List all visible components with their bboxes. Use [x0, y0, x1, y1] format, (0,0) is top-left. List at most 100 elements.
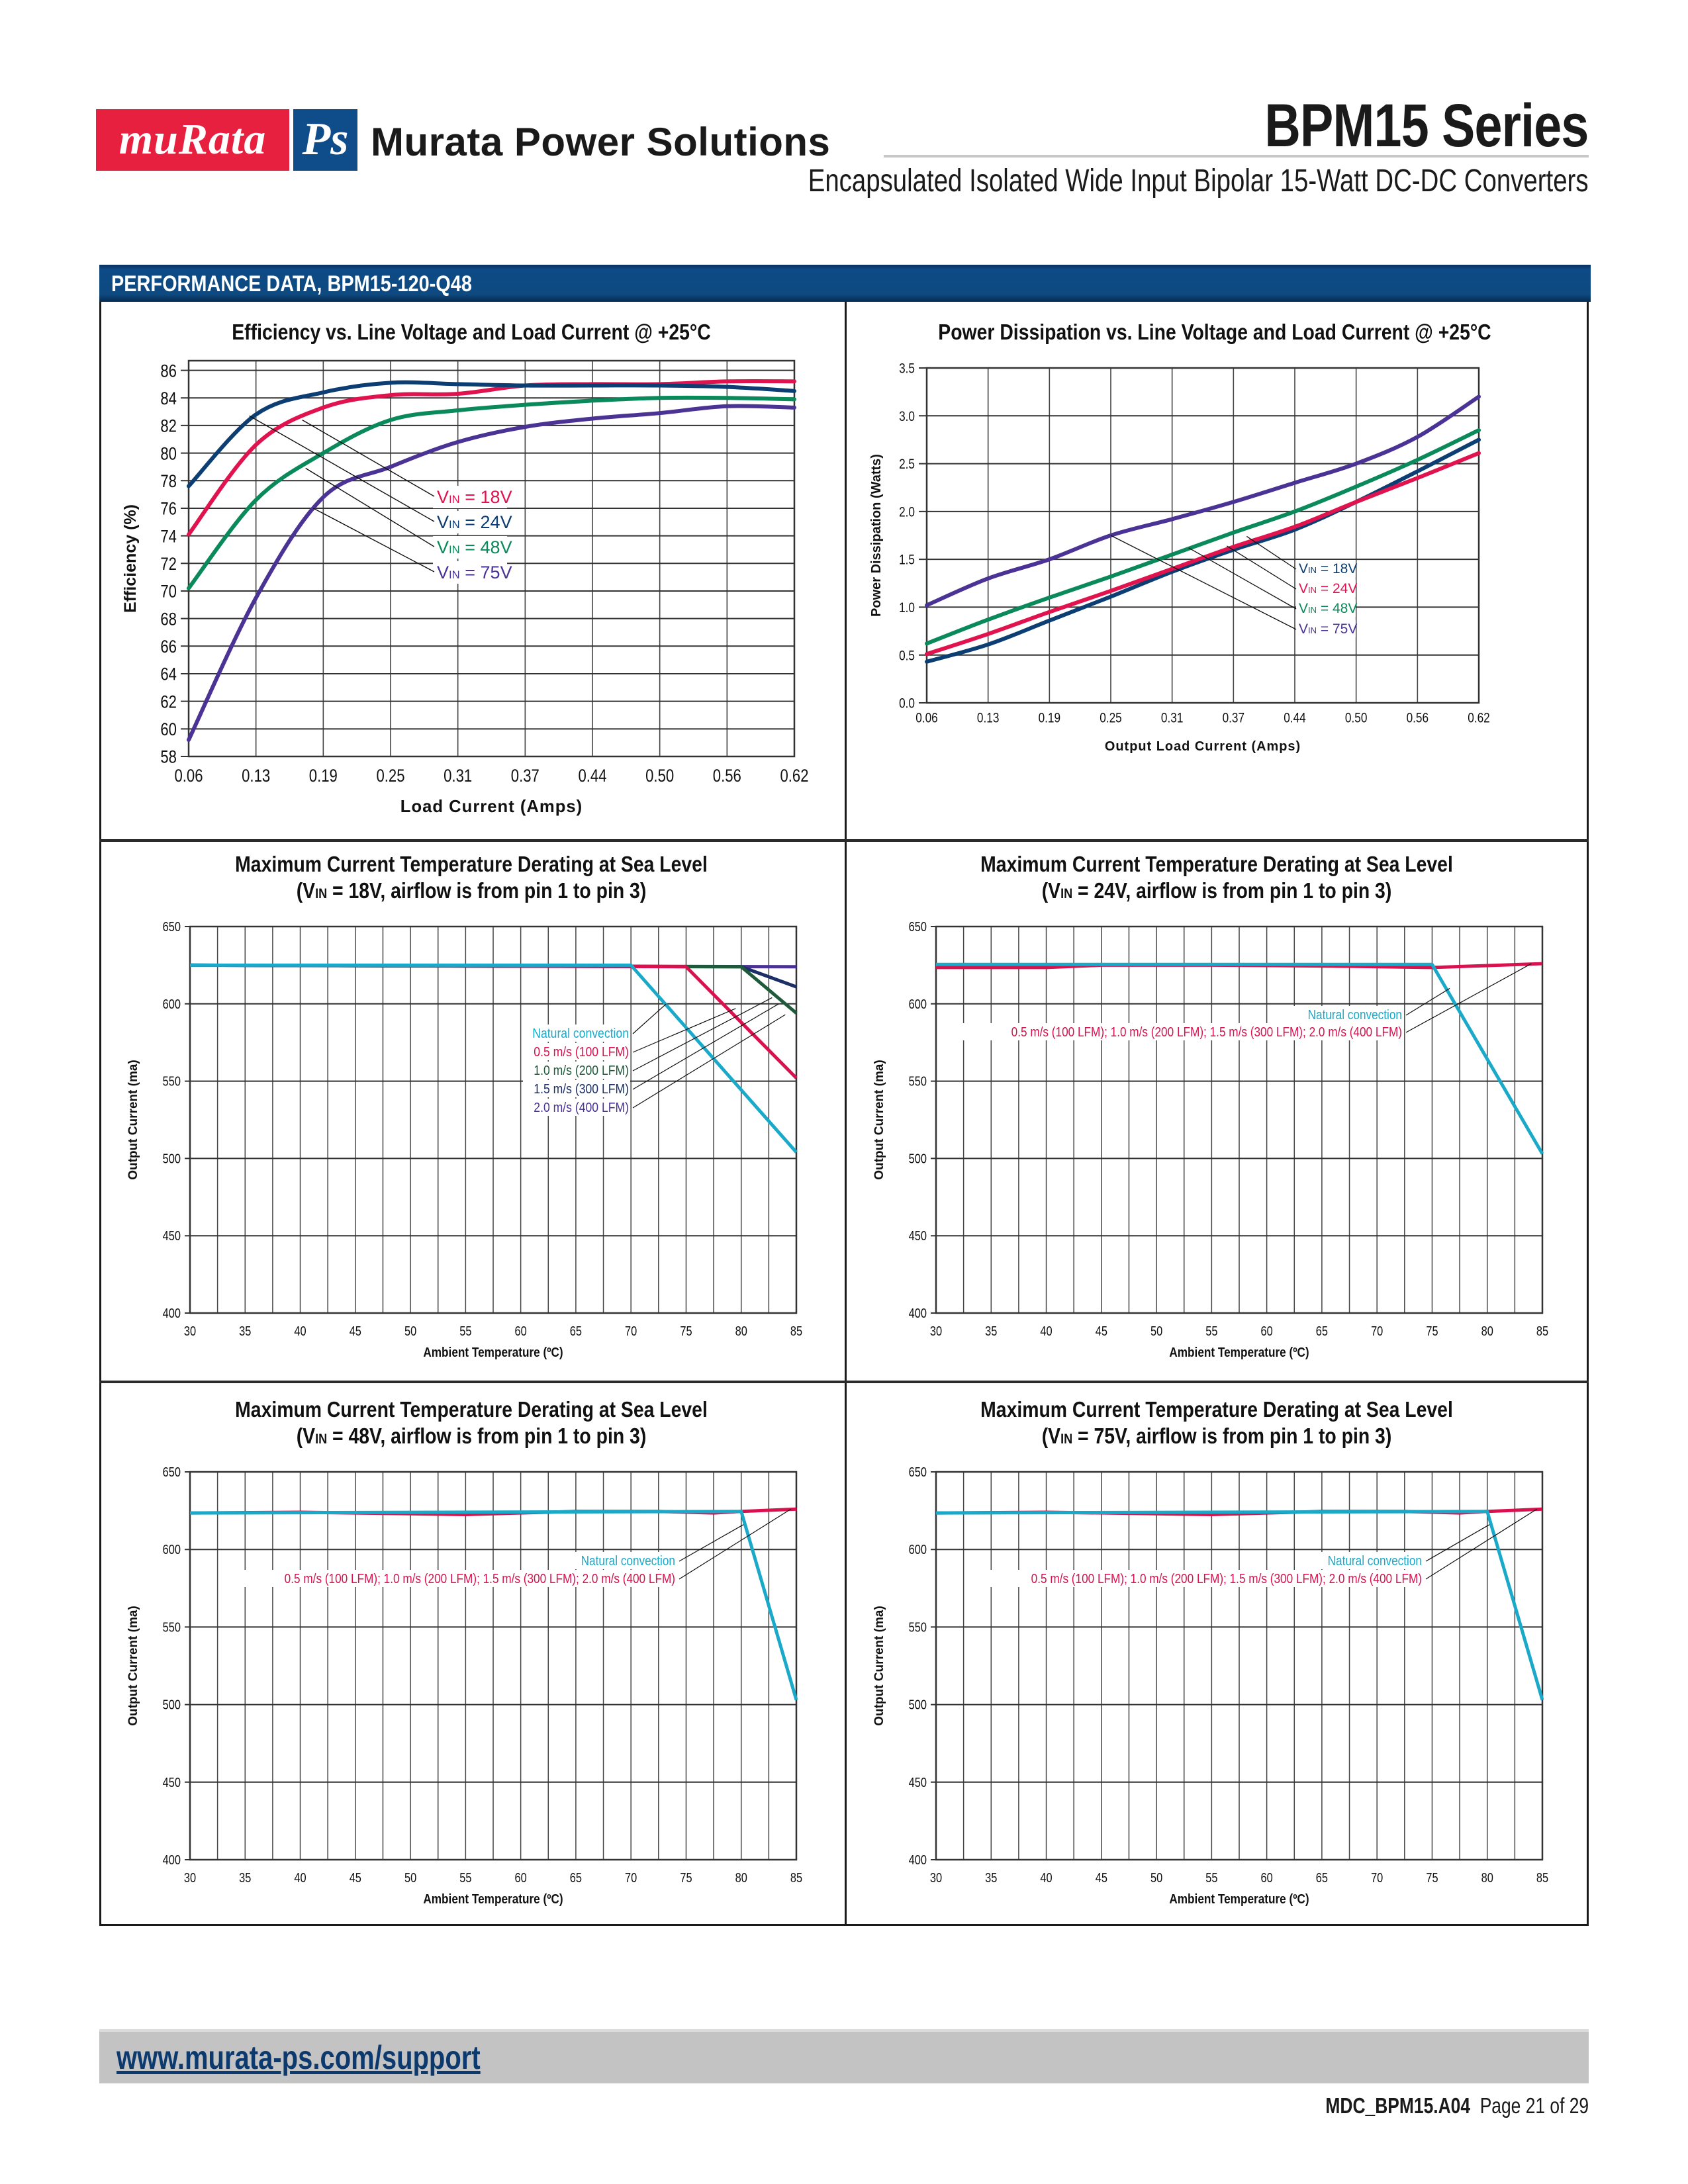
chart-derating-24v: Maximum Current Temperature Derating at … [872, 852, 1548, 1359]
chart-subtitle: (VIN = 24V, airflow is from pin 1 to pin… [1042, 878, 1392, 903]
x-tick-label: 50 [1150, 1323, 1162, 1338]
y-axis-label: Output Current (ma) [872, 1606, 886, 1726]
vin-label-sub: IN [1308, 565, 1317, 575]
x-tick-label: 85 [790, 1870, 802, 1885]
support-link[interactable]: www.murata-ps.com/support [117, 2039, 481, 2076]
x-tick-label: 0.44 [578, 766, 606, 786]
legend-leader-line [679, 1524, 744, 1562]
x-tick-label: 0.56 [713, 766, 741, 786]
vin-label-value: = 75V [460, 563, 512, 582]
x-tick-label: 0.44 [1284, 711, 1306, 726]
legend-label: 0.5 m/s (100 LFM); 1.0 m/s (200 LFM); 1.… [285, 1571, 675, 1586]
y-tick-label: 80 [160, 444, 177, 464]
x-tick-label: 70 [625, 1323, 637, 1338]
y-tick-label: 0.0 [899, 696, 915, 711]
x-tick-label: 55 [459, 1870, 471, 1885]
x-tick-label: 75 [680, 1870, 692, 1885]
legend-label-bg [523, 1080, 630, 1097]
x-tick-label: 40 [294, 1323, 306, 1338]
x-axis-label: Ambient Temperature (ºC) [423, 1345, 563, 1360]
legend-label-vin: VIN = 48V [1299, 601, 1357, 616]
page-number: Page 21 of 29 [1479, 2093, 1589, 2118]
vin-label-value: = 18V [460, 487, 512, 507]
x-tick-label: 0.13 [242, 766, 270, 786]
x-axis-label: Load Current (Amps) [400, 797, 583, 816]
y-tick-label: 1.0 [899, 600, 915, 615]
legend-label-bg [433, 536, 507, 559]
x-tick-label: 50 [404, 1870, 416, 1885]
vin-label-sub: IN [1308, 585, 1317, 595]
legend-label-bg [433, 561, 507, 584]
x-tick-label: 35 [985, 1870, 997, 1885]
legend-leader-line [632, 997, 773, 1071]
y-tick-label: 2.5 [899, 457, 915, 473]
vin-label-value: = 48V [1317, 601, 1357, 616]
x-tick-label: 0.56 [1407, 711, 1429, 726]
x-tick-label: 60 [515, 1870, 527, 1885]
vin-label-v: V [1299, 601, 1308, 616]
x-tick-label: 45 [1096, 1323, 1107, 1338]
chart-efficiency: Efficiency vs. Line Voltage and Load Cur… [121, 320, 809, 816]
doc-id: MDC_BPM15.A04 [1325, 2093, 1470, 2118]
x-tick-label: 65 [1316, 1323, 1328, 1338]
legend-leader-line [1405, 987, 1450, 1016]
x-tick-label: 60 [1261, 1323, 1273, 1338]
x-axis-label: Output Load Current (Amps) [1105, 739, 1301, 754]
x-tick-label: 0.31 [1161, 711, 1184, 726]
chart-title: Efficiency vs. Line Voltage and Load Cur… [232, 320, 710, 345]
y-tick-label: 650 [909, 1464, 927, 1479]
x-tick-label: 65 [570, 1870, 582, 1885]
footer-band [99, 2029, 1589, 2083]
x-tick-label: 0.25 [1100, 711, 1122, 726]
series-line-2 [187, 395, 796, 590]
x-tick-label: 0.62 [1468, 711, 1490, 726]
x-tick-label: 80 [1481, 1870, 1493, 1885]
legend-label-bg [1289, 1006, 1403, 1023]
legend-label-bg [433, 486, 507, 508]
row-divider-2 [99, 1381, 1589, 1383]
x-tick-label: 70 [1371, 1870, 1383, 1885]
x-tick-label: 0.31 [444, 766, 472, 786]
legend-label-bg [523, 1024, 630, 1042]
x-tick-label: 45 [1096, 1870, 1107, 1885]
x-tick-label: 85 [1536, 1323, 1548, 1338]
vin-label-value: = 24V [1317, 581, 1357, 596]
y-tick-label: 74 [160, 527, 177, 547]
chart-subtitle: (VIN = 18V, airflow is from pin 1 to pin… [297, 878, 647, 903]
y-tick-label: 86 [160, 361, 177, 381]
y-tick-label: 400 [909, 1305, 927, 1320]
subtitle-prefix: (V [1042, 878, 1061, 903]
y-tick-label: 3.5 [899, 361, 915, 377]
x-tick-label: 55 [1205, 1323, 1217, 1338]
series-line-3 [187, 404, 796, 742]
vin-label-v: V [1299, 581, 1308, 596]
x-tick-label: 60 [515, 1323, 527, 1338]
subtitle-prefix: (V [1042, 1424, 1061, 1449]
legend-leader-line [249, 415, 435, 522]
column-divider [845, 302, 847, 1926]
chart-subtitle: (VIN = 48V, airflow is from pin 1 to pin… [297, 1424, 647, 1449]
y-tick-label: 550 [909, 1073, 927, 1089]
y-tick-label: 600 [163, 1542, 181, 1557]
x-tick-label: 30 [930, 1323, 942, 1338]
x-tick-label: 0.50 [1345, 711, 1368, 726]
subtitle-suffix: = 48V, airflow is from pin 1 to pin 3) [327, 1424, 646, 1449]
legend-label-bg [563, 1552, 677, 1569]
series-title: BPM15 Series [1264, 92, 1589, 159]
vin-label-value: = 48V [460, 537, 512, 557]
section-header-bar: PERFORMANCE DATA, BPM15-120-Q48 [99, 265, 1591, 302]
legend-label: 0.5 m/s (100 LFM); 1.0 m/s (200 LFM); 1.… [1011, 1024, 1402, 1040]
legend-leader-line [1425, 1508, 1537, 1580]
chart-derating-48v: Maximum Current Temperature Derating at … [126, 1397, 802, 1906]
vin-label-v: V [1299, 561, 1308, 576]
y-tick-label: 58 [160, 748, 177, 768]
logo-text-murata: muRata [118, 115, 267, 163]
y-tick-label: 650 [163, 1464, 181, 1479]
chart-derating-18v: Maximum Current Temperature Derating at … [126, 852, 802, 1359]
legend-leader-line [1246, 535, 1297, 570]
y-tick-label: 2.0 [899, 505, 915, 520]
y-tick-label: 600 [909, 996, 927, 1011]
x-tick-label: 85 [790, 1323, 802, 1338]
legend-label: Natural convection [1328, 1553, 1422, 1569]
legend-label-vin: VIN = 18V [437, 487, 512, 507]
